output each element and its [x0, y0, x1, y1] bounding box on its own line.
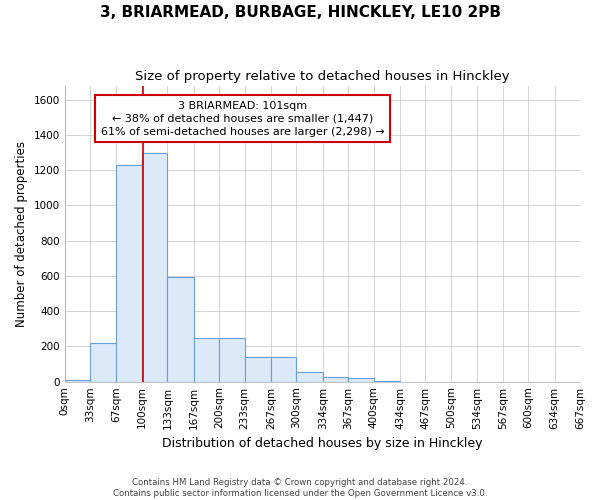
Bar [348, 378, 374, 382]
Bar [194, 338, 219, 382]
Text: 3, BRIARMEAD, BURBAGE, HINCKLEY, LE10 2PB: 3, BRIARMEAD, BURBAGE, HINCKLEY, LE10 2P… [100, 5, 500, 20]
Bar [245, 357, 271, 382]
Bar [374, 381, 400, 382]
Text: Contains HM Land Registry data © Crown copyright and database right 2024.
Contai: Contains HM Land Registry data © Crown c… [113, 478, 487, 498]
Bar [142, 152, 167, 382]
Bar [116, 165, 142, 382]
Bar [323, 378, 348, 382]
Bar [167, 277, 194, 382]
Y-axis label: Number of detached properties: Number of detached properties [15, 140, 28, 326]
X-axis label: Distribution of detached houses by size in Hinckley: Distribution of detached houses by size … [162, 437, 482, 450]
Bar [271, 357, 296, 382]
Title: Size of property relative to detached houses in Hinckley: Size of property relative to detached ho… [135, 70, 509, 83]
Bar [296, 372, 323, 382]
Text: 3 BRIARMEAD: 101sqm
← 38% of detached houses are smaller (1,447)
61% of semi-det: 3 BRIARMEAD: 101sqm ← 38% of detached ho… [101, 100, 384, 137]
Bar [65, 380, 90, 382]
Bar [219, 338, 245, 382]
Bar [90, 343, 116, 382]
